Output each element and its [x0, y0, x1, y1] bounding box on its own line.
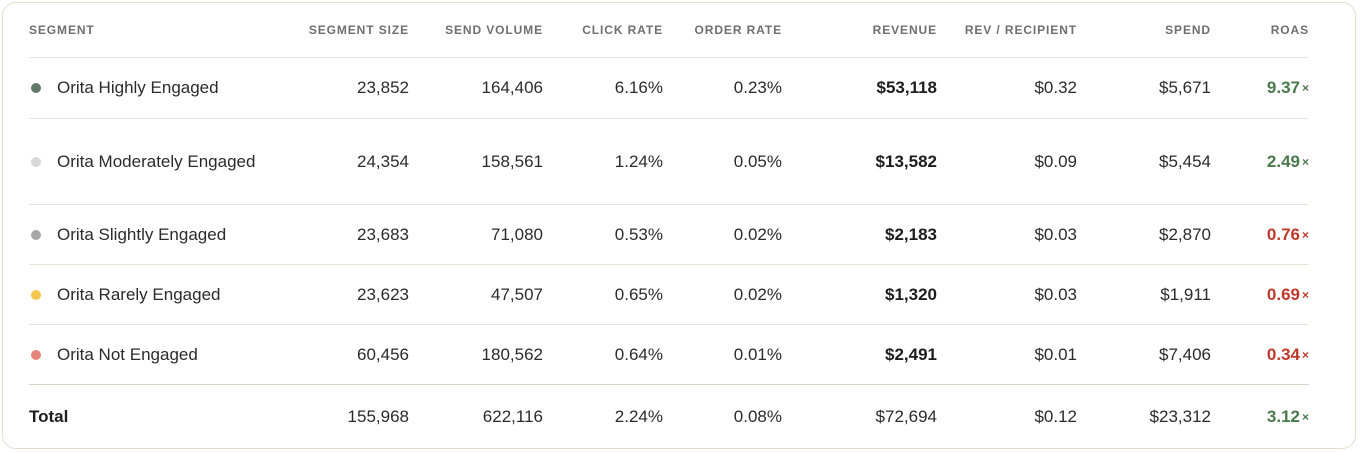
revenue-cell: $2,491	[782, 325, 937, 385]
segment-color-dot	[31, 349, 41, 360]
revenue-cell: $13,582	[782, 119, 937, 205]
roas-value: 0.69	[1266, 284, 1300, 304]
revenue-cell: $53,118	[782, 58, 937, 119]
roas-multiplier-icon: ×	[1301, 410, 1309, 424]
order-rate-cell: 0.02%	[663, 265, 782, 325]
roas-value: 3.12	[1266, 407, 1300, 426]
click-rate-cell: 6.16%	[543, 58, 663, 119]
column-header-roas[interactable]: ROAS	[1211, 3, 1309, 58]
segment-label: Orita Highly Engaged	[57, 78, 219, 97]
roas-multiplier-icon: ×	[1301, 287, 1309, 302]
column-header-rev-per-recipient[interactable]: REV / RECIPIENT	[937, 3, 1077, 58]
click-rate-cell: 0.64%	[543, 325, 663, 385]
segment-label: Orita Rarely Engaged	[57, 284, 221, 304]
segment-name[interactable]: Orita Slightly Engaged	[29, 222, 226, 248]
order-rate-cell: 0.05%	[663, 119, 782, 205]
roas-value: 2.49	[1266, 151, 1300, 171]
spend-cell: $5,671	[1077, 58, 1211, 119]
click-rate-cell: 0.53%	[543, 205, 663, 265]
roas-cell: 0.69 ×	[1211, 265, 1309, 325]
segment-size-cell: 24,354	[279, 119, 409, 205]
segment-name[interactable]: Orita Rarely Engaged	[29, 282, 220, 308]
column-header-revenue[interactable]: REVENUE	[782, 3, 937, 58]
roas-cell: 9.37 ×	[1211, 58, 1309, 119]
segment-color-dot	[31, 83, 41, 93]
total-roas: 3.12 ×	[1211, 385, 1309, 449]
revenue-cell: $1,320	[782, 265, 937, 325]
total-send-volume: 622,116	[482, 407, 543, 426]
order-rate-cell: 0.02%	[663, 205, 782, 265]
column-header-click-rate[interactable]: CLICK RATE	[543, 3, 663, 58]
send-volume-cell: 180,562	[409, 325, 543, 385]
segment-label: Orita Not Engaged	[57, 344, 198, 364]
send-volume-cell: 47,507	[409, 265, 543, 325]
segment-color-dot	[31, 229, 41, 240]
roas-multiplier-icon: ×	[1301, 81, 1309, 95]
segment-cell: Orita Rarely Engaged	[29, 265, 279, 325]
click-rate-cell: 1.24%	[543, 119, 663, 205]
segment-cell: Orita Highly Engaged	[29, 58, 279, 119]
total-order-rate: 0.08%	[733, 407, 782, 426]
segment-label: Orita Slightly Engaged	[57, 224, 227, 244]
spend-cell: $5,454	[1077, 119, 1211, 205]
roas-multiplier-icon: ×	[1301, 227, 1309, 242]
column-header-spend[interactable]: SPEND	[1077, 3, 1211, 58]
order-rate-cell: 0.01%	[663, 325, 782, 385]
total-spend: $23,312	[1149, 407, 1211, 426]
segment-cell: Orita Not Engaged	[29, 325, 279, 385]
segment-performance-table: SEGMENT SEGMENT SIZE SEND VOLUME CLICK R…	[29, 3, 1337, 449]
total-rev-per-recipient: $0.12	[1034, 407, 1077, 426]
segment-size-cell: 60,456	[279, 325, 409, 385]
roas-multiplier-icon: ×	[1301, 347, 1309, 362]
click-rate-cell: 0.65%	[543, 265, 663, 325]
spend-cell: $7,406	[1077, 325, 1211, 385]
send-volume-cell: 164,406	[409, 58, 543, 119]
spend-cell: $2,870	[1077, 205, 1211, 265]
order-rate-cell: 0.23%	[663, 58, 782, 119]
total-click-rate: 2.24%	[614, 407, 663, 426]
segment-color-dot	[31, 289, 41, 300]
column-header-order-rate[interactable]: ORDER RATE	[663, 3, 782, 58]
rev-per-recipient-cell: $0.09	[937, 119, 1077, 205]
segment-cell: Orita Moderately Engaged	[29, 119, 279, 205]
rev-per-recipient-cell: $0.03	[937, 205, 1077, 265]
segment-name[interactable]: Orita Highly Engaged	[29, 75, 219, 101]
segment-color-dot	[31, 156, 41, 167]
roas-value: 9.37	[1266, 78, 1300, 97]
roas-cell: 0.34 ×	[1211, 325, 1309, 385]
roas-value: 0.76	[1266, 224, 1300, 244]
segment-name[interactable]: Orita Not Engaged	[29, 342, 198, 368]
segment-label: Orita Moderately Engaged	[57, 151, 256, 171]
segment-name[interactable]: Orita Moderately Engaged	[29, 149, 255, 175]
column-header-segment-size[interactable]: SEGMENT SIZE	[279, 3, 409, 58]
total-label: Total	[29, 407, 69, 426]
roas-cell: 2.49 ×	[1211, 119, 1309, 205]
total-segment-size: 155,968	[347, 407, 409, 426]
segment-size-cell: 23,623	[279, 265, 409, 325]
roas-multiplier-icon: ×	[1301, 154, 1309, 169]
send-volume-cell: 158,561	[409, 119, 543, 205]
roas-value: 0.34	[1266, 344, 1300, 364]
revenue-cell: $2,183	[782, 205, 937, 265]
total-revenue: $72,694	[875, 407, 937, 426]
column-header-send-volume[interactable]: SEND VOLUME	[409, 3, 543, 58]
segment-size-cell: 23,683	[279, 205, 409, 265]
rev-per-recipient-cell: $0.03	[937, 265, 1077, 325]
send-volume-cell: 71,080	[409, 205, 543, 265]
segment-size-cell: 23,852	[279, 58, 409, 119]
column-header-segment[interactable]: SEGMENT	[29, 3, 279, 58]
rev-per-recipient-cell: $0.32	[937, 58, 1077, 119]
rev-per-recipient-cell: $0.01	[937, 325, 1077, 385]
spend-cell: $1,911	[1077, 265, 1211, 325]
segment-cell: Orita Slightly Engaged	[29, 205, 279, 265]
roas-cell: 0.76 ×	[1211, 205, 1309, 265]
